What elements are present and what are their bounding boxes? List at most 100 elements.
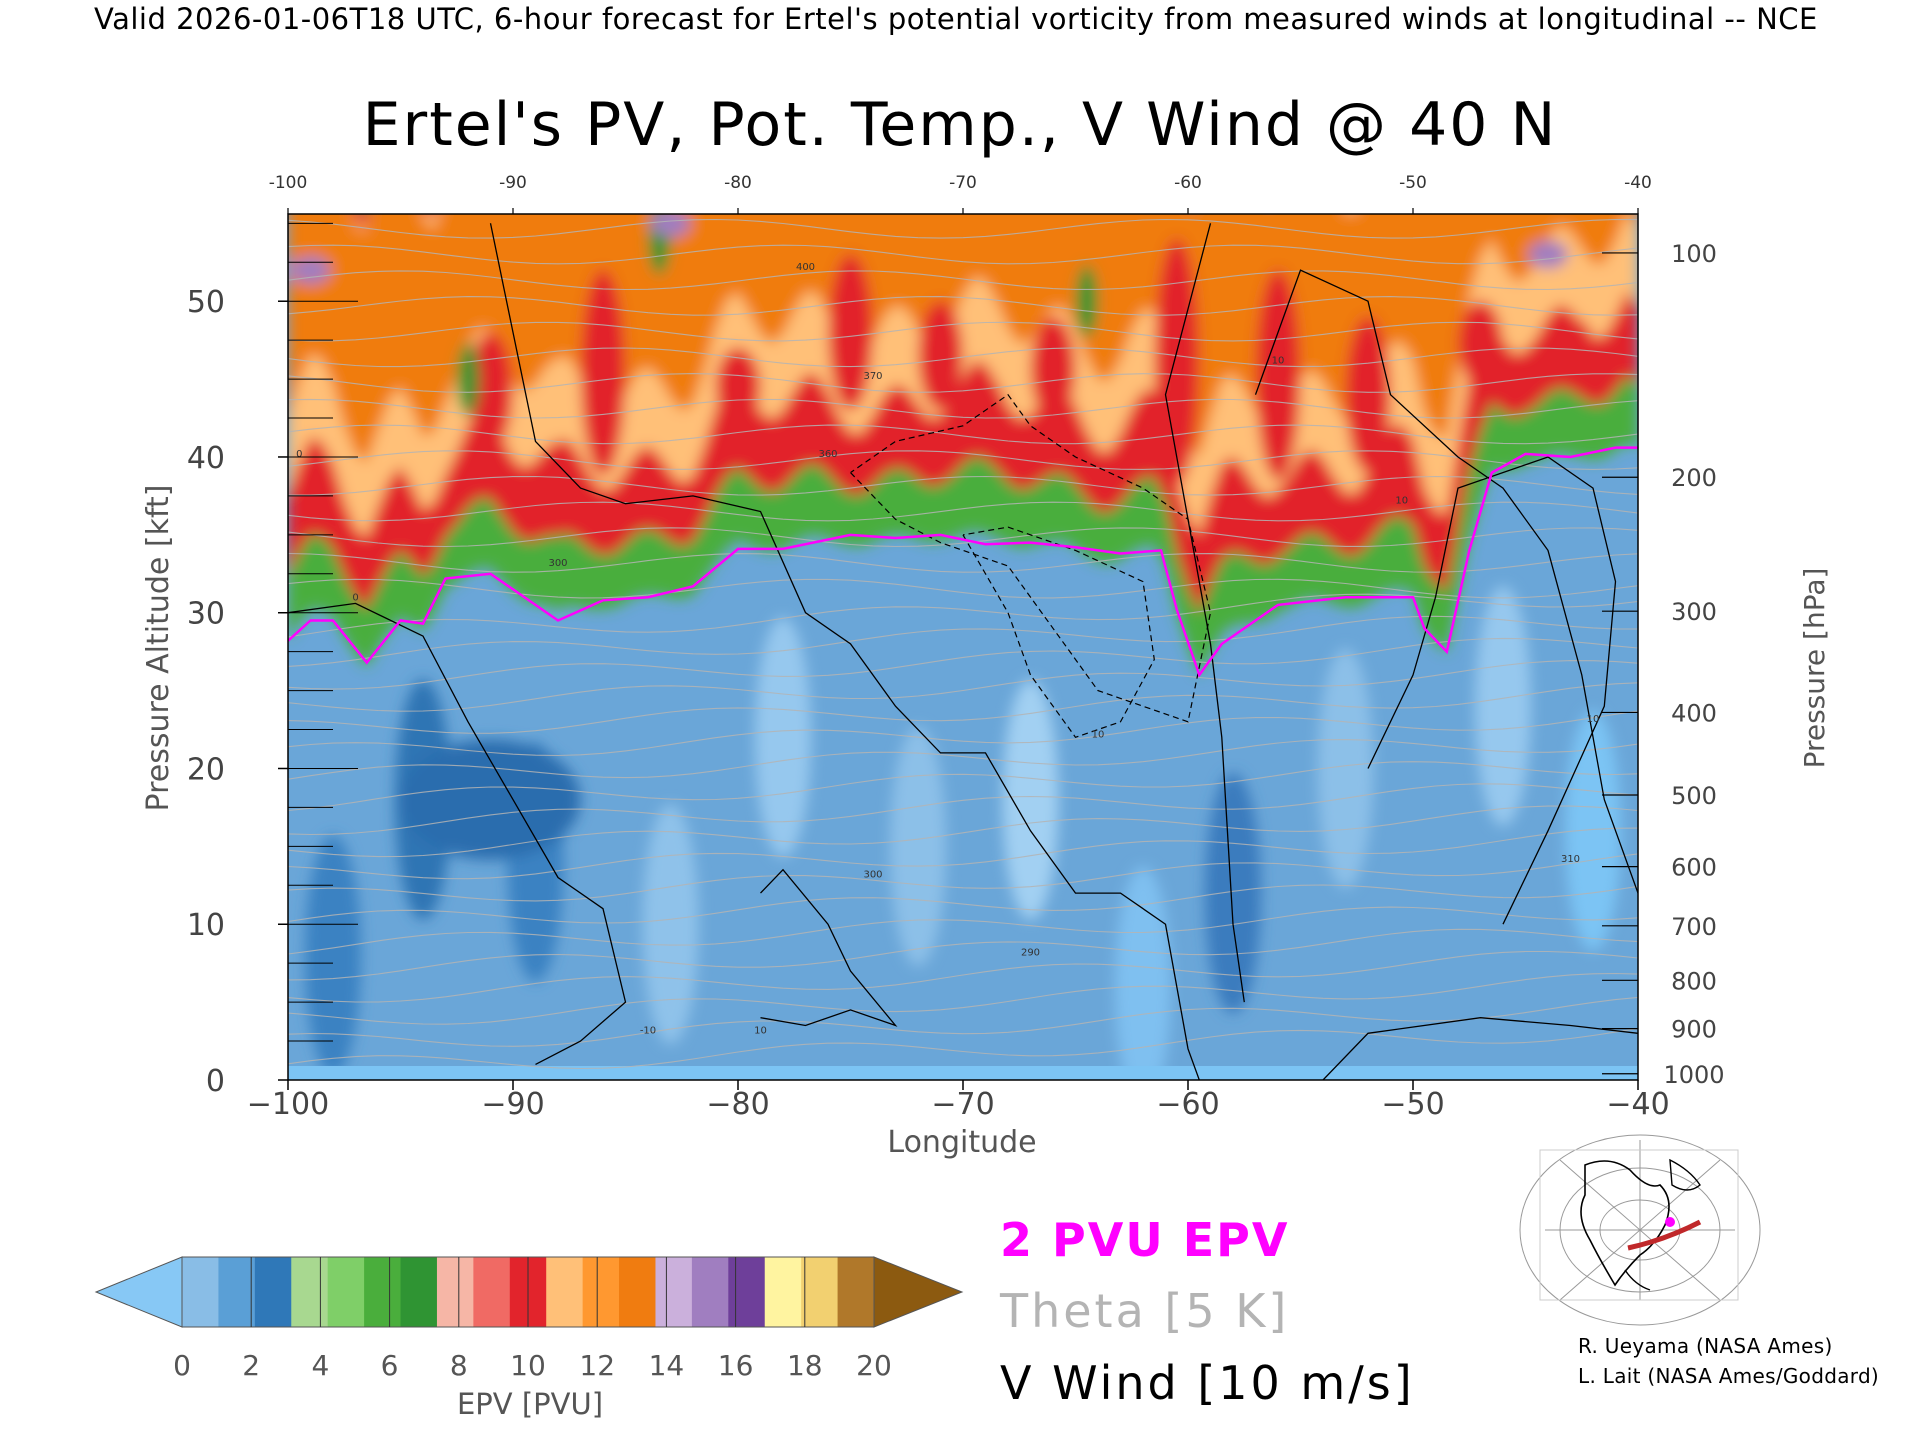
pressure-tick-label: 500 [1671,782,1717,810]
x-tick-label: −90 [481,1087,544,1122]
theta-contour [288,761,1638,812]
contour-label: 300 [548,558,567,569]
pressure-tick-label: 600 [1671,854,1717,882]
top-tick-label: -50 [1399,173,1427,193]
theta-contour [288,739,1638,780]
contour-label: 0 [296,449,302,460]
contour-label: 10 [1587,714,1600,725]
red-tower [468,332,513,450]
y-tick-label: 50 [187,285,225,320]
vwind-contour-negative [962,526,1155,739]
colorbar-swatch [764,1257,802,1327]
y-tick-label: 10 [187,908,225,943]
tropo-streak [890,726,946,967]
colorbar-swatch [619,1257,657,1327]
theta-contour [288,424,1638,445]
contour-label: 310 [1561,854,1580,865]
theta-contour [288,928,1638,981]
red-tower [918,301,963,411]
theta-contour [288,296,1638,316]
y-tick-label: 20 [187,752,225,787]
top-tick-label: -90 [499,173,527,193]
colorbar-swatch [837,1257,875,1327]
red-tower [1548,318,1593,363]
y-tick-label: 40 [187,441,225,476]
colorbar-swatch [327,1257,365,1327]
colorbar-tick-label: 8 [450,1349,468,1382]
vwind-contour [1164,223,1245,1003]
theta-contour [288,321,1638,342]
pressure-tick-label: 900 [1671,1016,1717,1044]
colorbar-label: EPV [PVU] [457,1387,603,1421]
contour-label: 10 [1272,356,1285,367]
vwind-contour [1367,456,1617,925]
red-tower [581,270,625,476]
surface-band [288,1065,1638,1080]
theta-contour [288,906,1638,955]
theta-contour [288,805,1638,858]
colorbar-tick-label: 20 [856,1349,892,1382]
green-plume [1075,265,1098,338]
theta-contour [288,710,1638,757]
vwind-contour [489,223,1200,1080]
red-tower [1031,316,1075,421]
theta-contour [288,884,1638,924]
x-tick-label: −100 [247,1087,329,1122]
contour-label: 10 [754,1025,767,1036]
legend-theta: Theta [5 K] [1000,1284,1290,1338]
theta-contour [288,373,1638,393]
green-plume [457,343,479,416]
theta-contour [288,783,1638,836]
colorbar-tick-label: 0 [173,1349,191,1382]
chart-title: Ertel's PV, Pot. Temp., V Wind @ 40 N [362,90,1558,160]
contour-label: 360 [818,449,837,460]
red-tower [1458,301,1503,387]
pressure-tick-label: 400 [1671,699,1717,727]
pressure-tick-label: 800 [1671,967,1717,995]
theta-contour [288,450,1638,470]
tropopause-2pvu-line [288,446,1638,678]
theta-contour [288,615,1638,667]
colorbar-tick-label: 12 [579,1349,615,1382]
vwind-contour-negative [850,393,1212,723]
red-tower [1346,316,1390,473]
credit-line-1: R. Ueyama (NASA Ames) [1578,1334,1833,1358]
theta-contour [288,660,1638,712]
theta-contour [288,578,1638,599]
tropo-streak [1002,679,1059,920]
purple-patch [650,214,691,238]
top-tick-label: -60 [1174,173,1202,193]
location-marker [1665,1217,1675,1227]
pressure-tick-label: 100 [1671,240,1717,268]
contour-label: -10 [640,1025,656,1036]
y-axis-right-label: Pressure [hPa] [1798,568,1831,769]
colorbar-over [873,1256,964,1328]
colorbar-swatch [546,1257,584,1327]
colorbar-tick-label: 14 [649,1349,685,1382]
theta-contour [288,972,1638,1025]
pressure-tick-label: 700 [1671,913,1717,941]
vwind-contour [288,602,627,1065]
theta-contour [288,682,1638,734]
colorbar-swatch [291,1257,329,1327]
colorbar-tick-label: 18 [787,1349,823,1382]
pressure-tick-label: 300 [1671,598,1717,626]
x-tick-label: −80 [706,1087,769,1122]
pressure-tick-label: 1000 [1663,1061,1724,1089]
axes: −100-100−90-90−80-80−70-70−60-60−50-50−4… [187,173,1725,1122]
colorbar-swatch [182,1257,220,1327]
theta-contour [288,853,1638,902]
colorbar-swatch [582,1257,620,1327]
x-tick-label: −60 [1156,1087,1219,1122]
colorbar-tick-label: 4 [311,1349,329,1382]
contour-label: 0 [352,592,358,603]
theta-contour [288,347,1638,368]
theta-contour [288,270,1638,291]
tropo-streak [1115,866,1171,1080]
purple-patch [290,256,331,285]
colorbar-tick-label: 16 [718,1349,754,1382]
epv-field: 0 0 300 360 370 400 10 10 10 10 10 -10 290 310 300 [288,214,1638,1080]
locator-map [1519,1134,1761,1326]
y-tick-label: 0 [206,1064,225,1099]
